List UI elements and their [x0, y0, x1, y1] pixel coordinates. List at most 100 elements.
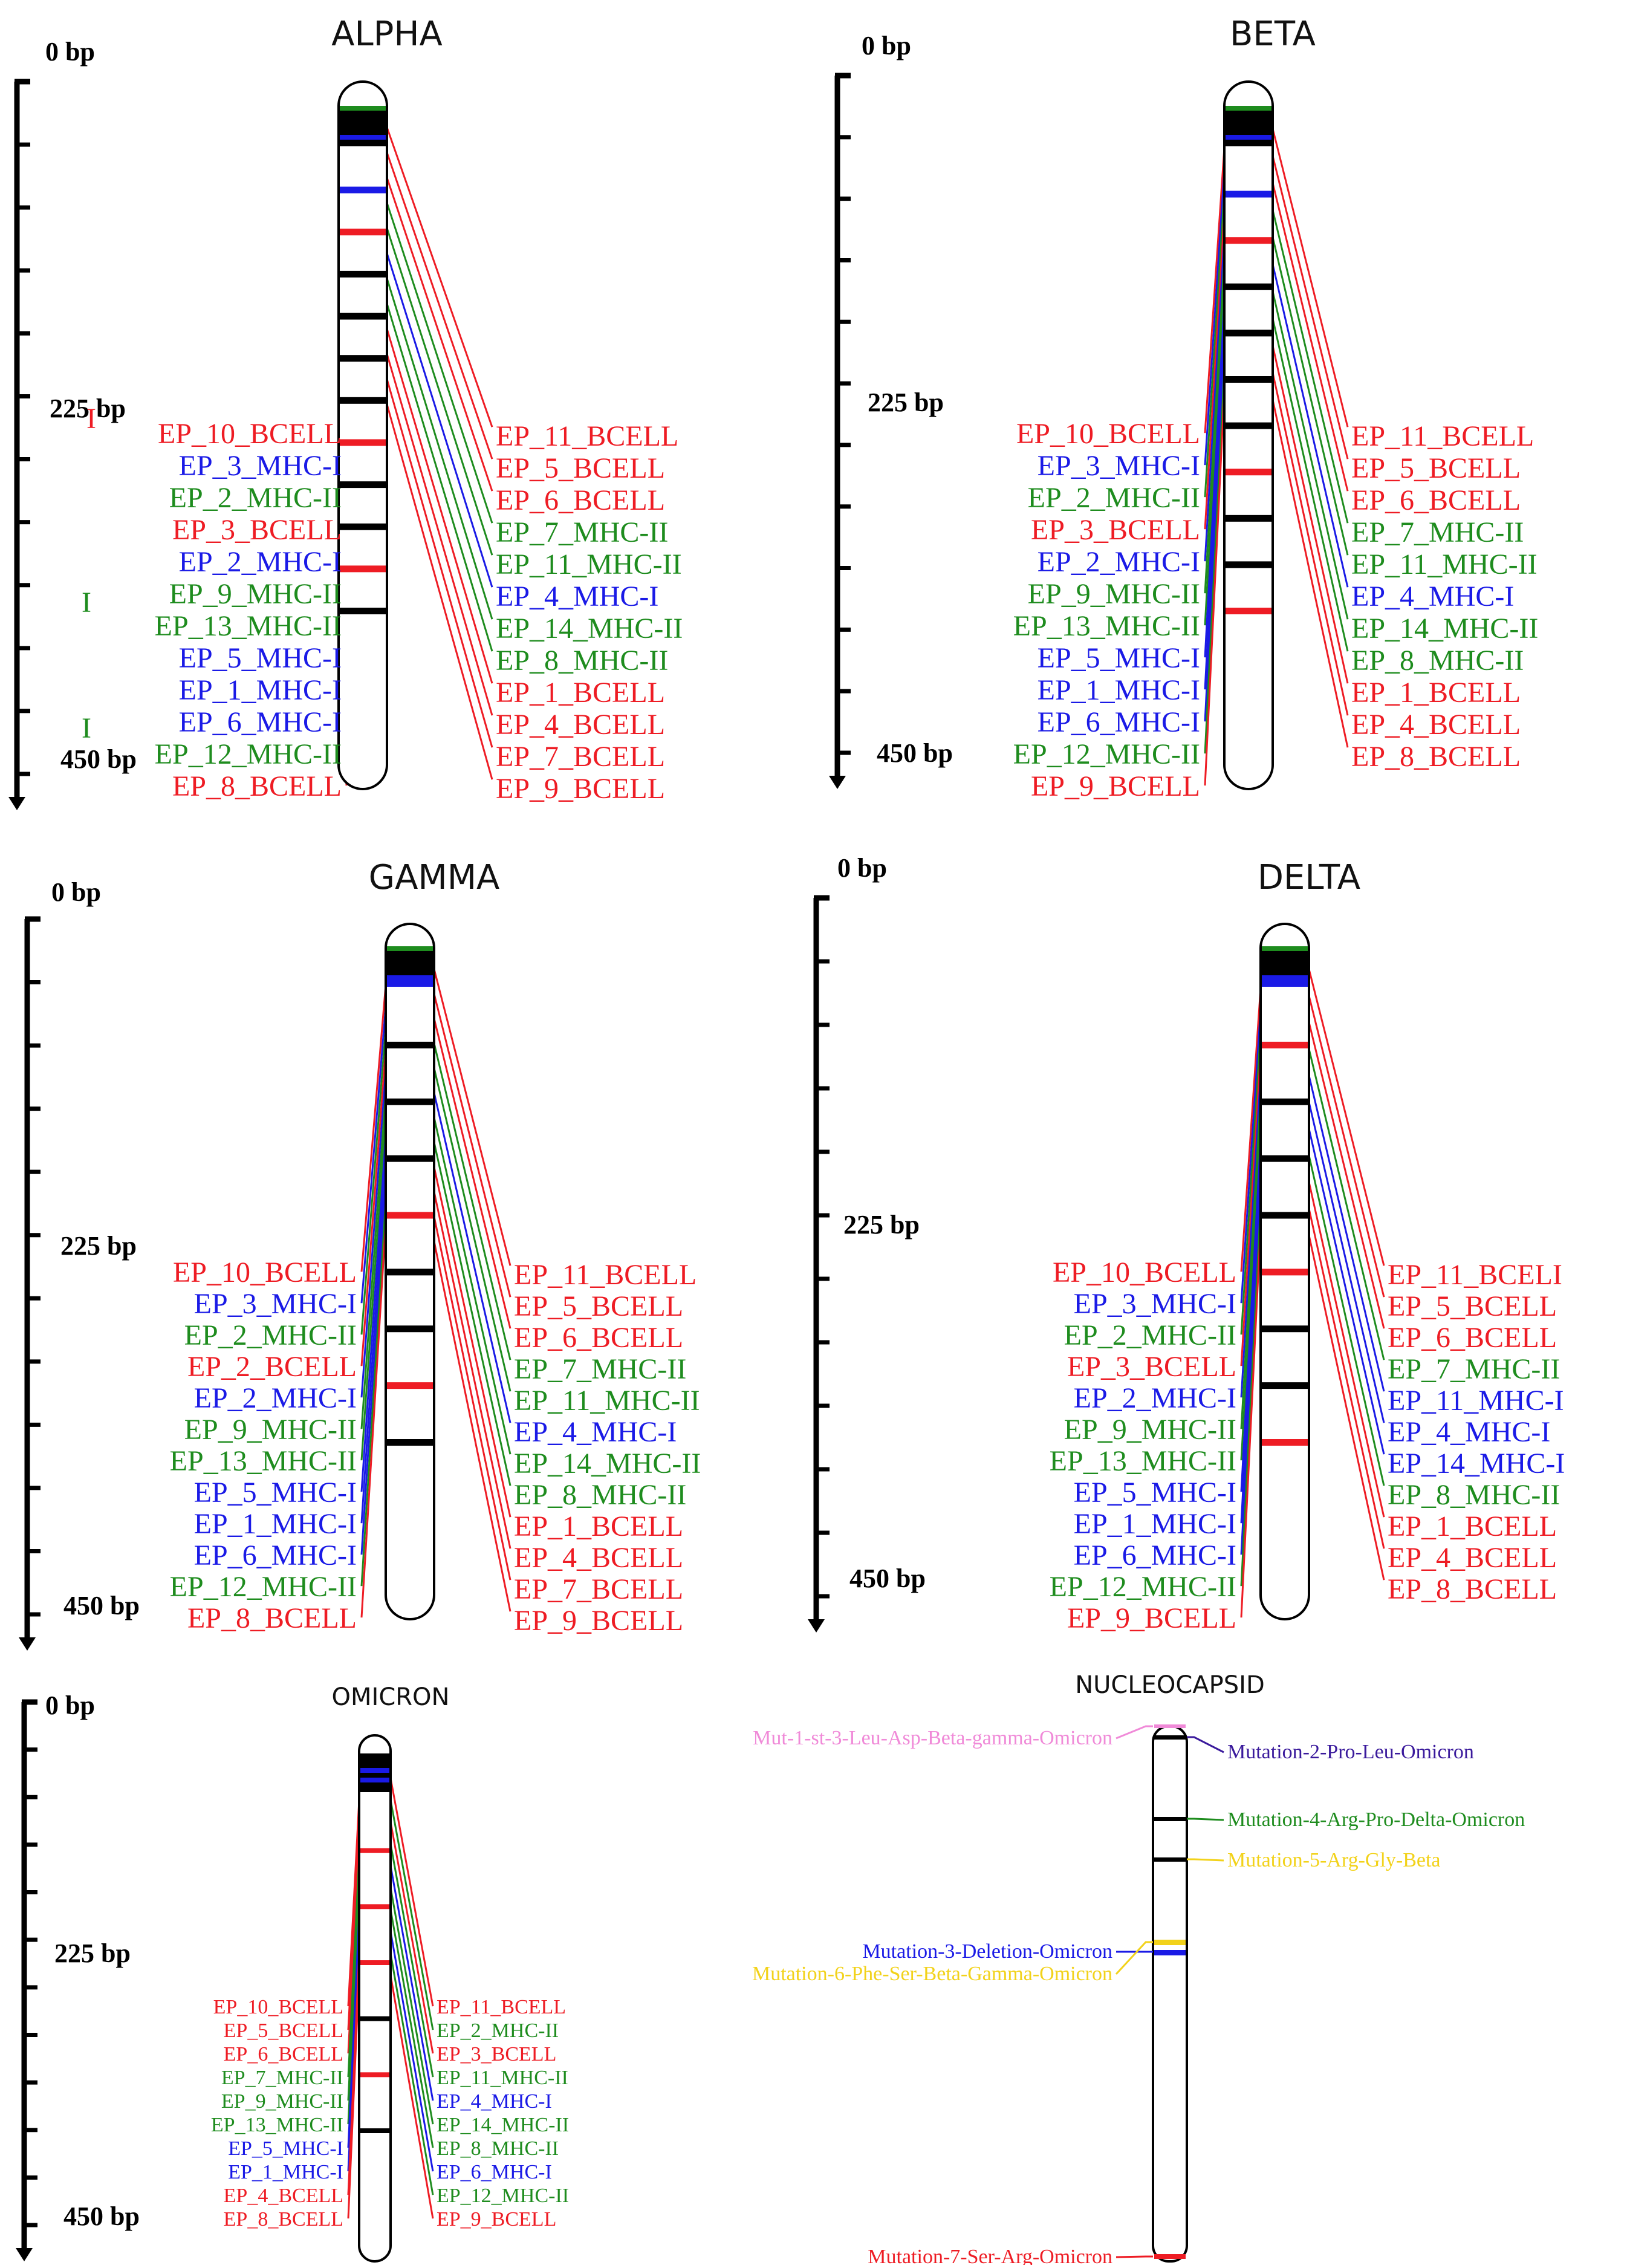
connector-line: [385, 249, 493, 588]
connector-line: [432, 1210, 511, 1581]
epitope-label-right: EP_9_BCELL: [496, 773, 665, 805]
connector-line: [1204, 302, 1227, 690]
axis-arrow-icon: [829, 776, 846, 789]
epitope-label-right: EP_4_BCELL: [1388, 1542, 1557, 1574]
connector-line: [1240, 1203, 1263, 1618]
connector-line: [385, 123, 493, 427]
connector-line: [385, 174, 493, 492]
epitope-label-left: EP_1_MHC-I: [1074, 1508, 1236, 1540]
axis-label-start: 0 bp: [45, 37, 95, 67]
epitope-label-left: EP_1_MHC-I: [179, 674, 342, 706]
epitope-label-right: EP_11_MHC-II: [437, 2067, 568, 2089]
band-red: [1226, 237, 1271, 244]
epitope-label-right: EP_7_MHC-II: [496, 516, 668, 548]
band-green: [1226, 106, 1271, 112]
epitope-label-right: EP_11_MHC-II: [1351, 548, 1538, 580]
epitope-label-left: EP_12_MHC-II: [1050, 1571, 1236, 1603]
epitope-label-left: EP_10_BCELL: [213, 1996, 343, 2018]
epitope-label-left: EP_9_BCELL: [1067, 1602, 1236, 1634]
connector-line: [360, 1118, 388, 1492]
epitope-label-right: EP_2_MHC-II: [437, 2019, 559, 2042]
mutation-connector: [1187, 1858, 1224, 1862]
band-black: [387, 961, 433, 967]
epitope-label-left: EP_9_BCELL: [1031, 770, 1200, 802]
connector-line: [360, 1033, 388, 1366]
epitope-label-left: EP_3_MHC-I: [179, 450, 342, 482]
panel-beta: BETA 0 bp 225 bp 450 bp EP_10_BCELLEP_3_MHC-…: [829, 15, 1538, 802]
band-black: [340, 120, 386, 127]
epitope-label-right: EP_8_BCELL: [1351, 741, 1521, 773]
connector-line: [1240, 1118, 1263, 1492]
band-black: [340, 130, 386, 137]
connector-line: [1270, 366, 1349, 716]
epitope-label-left: EP_9_MHC-II: [1028, 578, 1200, 610]
band-black: [1154, 1735, 1186, 1740]
band-black: [360, 1758, 389, 1763]
band-red: [1262, 1439, 1308, 1446]
band-black: [387, 951, 433, 958]
epitope-label-left: EP_6_MHC-I: [179, 706, 342, 738]
axis-label-end: 450 bp: [63, 2201, 140, 2231]
connector-line: [360, 1160, 388, 1555]
connector-line: [388, 1968, 434, 2219]
band-black: [360, 1782, 389, 1787]
chromosome-body: [358, 1734, 392, 2263]
connector-line: [360, 1203, 388, 1618]
epitope-label-right: EP_4_MHC-I: [496, 580, 658, 612]
band-black: [1262, 1382, 1308, 1389]
epitope-label-right: EP_11_BCELL: [1351, 420, 1534, 452]
band-blue: [387, 975, 433, 982]
band-black: [1226, 376, 1271, 383]
epitope-label-right: EP_4_BCELL: [496, 709, 665, 741]
band-red: [1262, 1269, 1308, 1276]
band-black: [387, 1041, 433, 1048]
band-black: [1154, 1857, 1186, 1862]
band-blue: [1226, 135, 1271, 141]
stray-mark: I: [82, 586, 91, 619]
band-yellow: [1154, 1940, 1186, 1945]
band-black: [387, 1098, 433, 1105]
epitope-label-left: EP_9_MHC-II: [184, 1414, 357, 1446]
stray-mark: I: [82, 712, 91, 744]
band-black: [387, 956, 433, 963]
panel-title: GAMMA: [369, 858, 500, 897]
band-blue: [360, 1768, 389, 1773]
connector-line: [1307, 990, 1385, 1298]
connector-line: [432, 1161, 511, 1518]
connector-line: [360, 1139, 388, 1524]
band-black: [387, 1269, 433, 1276]
axis-arrow-icon: [19, 1637, 36, 1651]
epitope-label-left: EP_6_MHC-I: [1074, 1539, 1236, 1571]
epitope-label-left: EP_10_BCELL: [1016, 418, 1200, 450]
connector-line: [1307, 1017, 1385, 1329]
band-black: [1262, 1098, 1308, 1105]
band-red: [1226, 469, 1271, 476]
connector-line: [432, 1013, 511, 1329]
band-black: [1262, 951, 1308, 958]
band-black: [360, 1773, 389, 1778]
band-black: [360, 2128, 389, 2133]
epitope-label-right: EP_7_MHC-II: [1388, 1353, 1560, 1385]
connector-line: [385, 299, 493, 652]
connector-line: [360, 1012, 388, 1335]
epitope-label-left: EP_9_MHC-II: [221, 2090, 343, 2113]
epitope-label-right: EP_1_BCELL: [514, 1510, 683, 1542]
band-black: [387, 966, 433, 972]
epitope-label-left: EP_3_MHC-I: [1074, 1288, 1236, 1320]
epitope-label-right: EP_6_BCELL: [1351, 484, 1521, 516]
connector-line: [385, 374, 493, 748]
connector-line: [1204, 345, 1227, 754]
epitope-label-left: EP_3_BCELL: [1031, 514, 1200, 546]
band-black: [387, 1439, 433, 1446]
axis-arrow-icon: [8, 797, 25, 810]
connector-line: [1240, 1181, 1263, 1587]
mutation-label: Mutation-2-Pro-Leu-Omicron: [1227, 1741, 1474, 1763]
epitope-label-right: EP_8_MHC-II: [437, 2137, 559, 2160]
epitope-label-left: EP_10_BCELL: [1053, 1256, 1236, 1288]
epitope-label-right: EP_14_MHC-II: [514, 1448, 701, 1480]
epitope-label-right: EP_11_MHC-I: [1388, 1385, 1564, 1417]
band-green: [340, 106, 386, 112]
band-black: [340, 481, 386, 489]
axis-label-mid: 225 bp: [868, 388, 944, 417]
band-red: [340, 229, 386, 236]
